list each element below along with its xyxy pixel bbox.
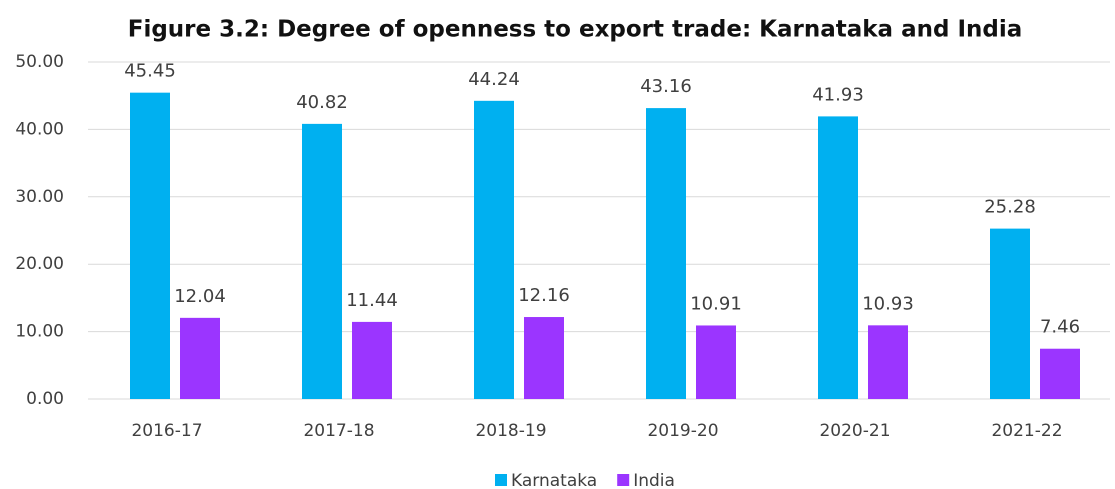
y-tick-label: 10.00 — [15, 322, 64, 342]
data-label: 10.91 — [690, 293, 742, 314]
bar — [818, 116, 858, 400]
data-label: 43.16 — [640, 76, 692, 97]
data-label: 12.04 — [174, 286, 226, 307]
data-label: 44.24 — [468, 69, 520, 90]
data-label: 25.28 — [984, 197, 1036, 218]
x-tick-label: 2017-18 — [303, 421, 374, 441]
bar — [696, 325, 736, 399]
data-label: 11.44 — [346, 290, 398, 311]
y-tick-label: 40.00 — [15, 119, 64, 139]
legend-label: India — [633, 471, 675, 489]
data-label: 40.82 — [296, 92, 348, 113]
legend-swatch — [495, 474, 507, 486]
x-tick-label: 2020-21 — [819, 421, 890, 441]
x-tick-label: 2021-22 — [991, 421, 1062, 441]
data-label: 7.46 — [1040, 317, 1080, 338]
bar — [302, 123, 342, 399]
chart-title: Figure 3.2: Degree of openness to export… — [128, 17, 1023, 43]
data-label: 10.93 — [862, 293, 914, 314]
y-tick-label: 30.00 — [15, 187, 64, 207]
bar — [646, 108, 686, 400]
x-tick-label: 2019-20 — [647, 421, 718, 441]
bar — [474, 100, 514, 400]
data-label: 12.16 — [518, 285, 570, 306]
x-tick-label: 2016-17 — [131, 421, 202, 441]
y-tick-label: 20.00 — [15, 254, 64, 274]
x-tick-label: 2018-19 — [475, 421, 546, 441]
bar — [524, 317, 564, 399]
legend-swatch — [617, 474, 630, 486]
legend-label: Karnataka — [511, 471, 597, 489]
bar — [1040, 348, 1080, 399]
data-label: 45.45 — [124, 61, 176, 82]
y-tick-label: 50.00 — [15, 52, 64, 72]
bar — [130, 92, 170, 400]
data-label: 41.93 — [812, 84, 864, 105]
bar — [180, 317, 220, 399]
bar — [352, 321, 392, 399]
bar — [868, 325, 908, 399]
y-tick-label: 0.00 — [26, 389, 64, 409]
bar — [990, 228, 1030, 399]
